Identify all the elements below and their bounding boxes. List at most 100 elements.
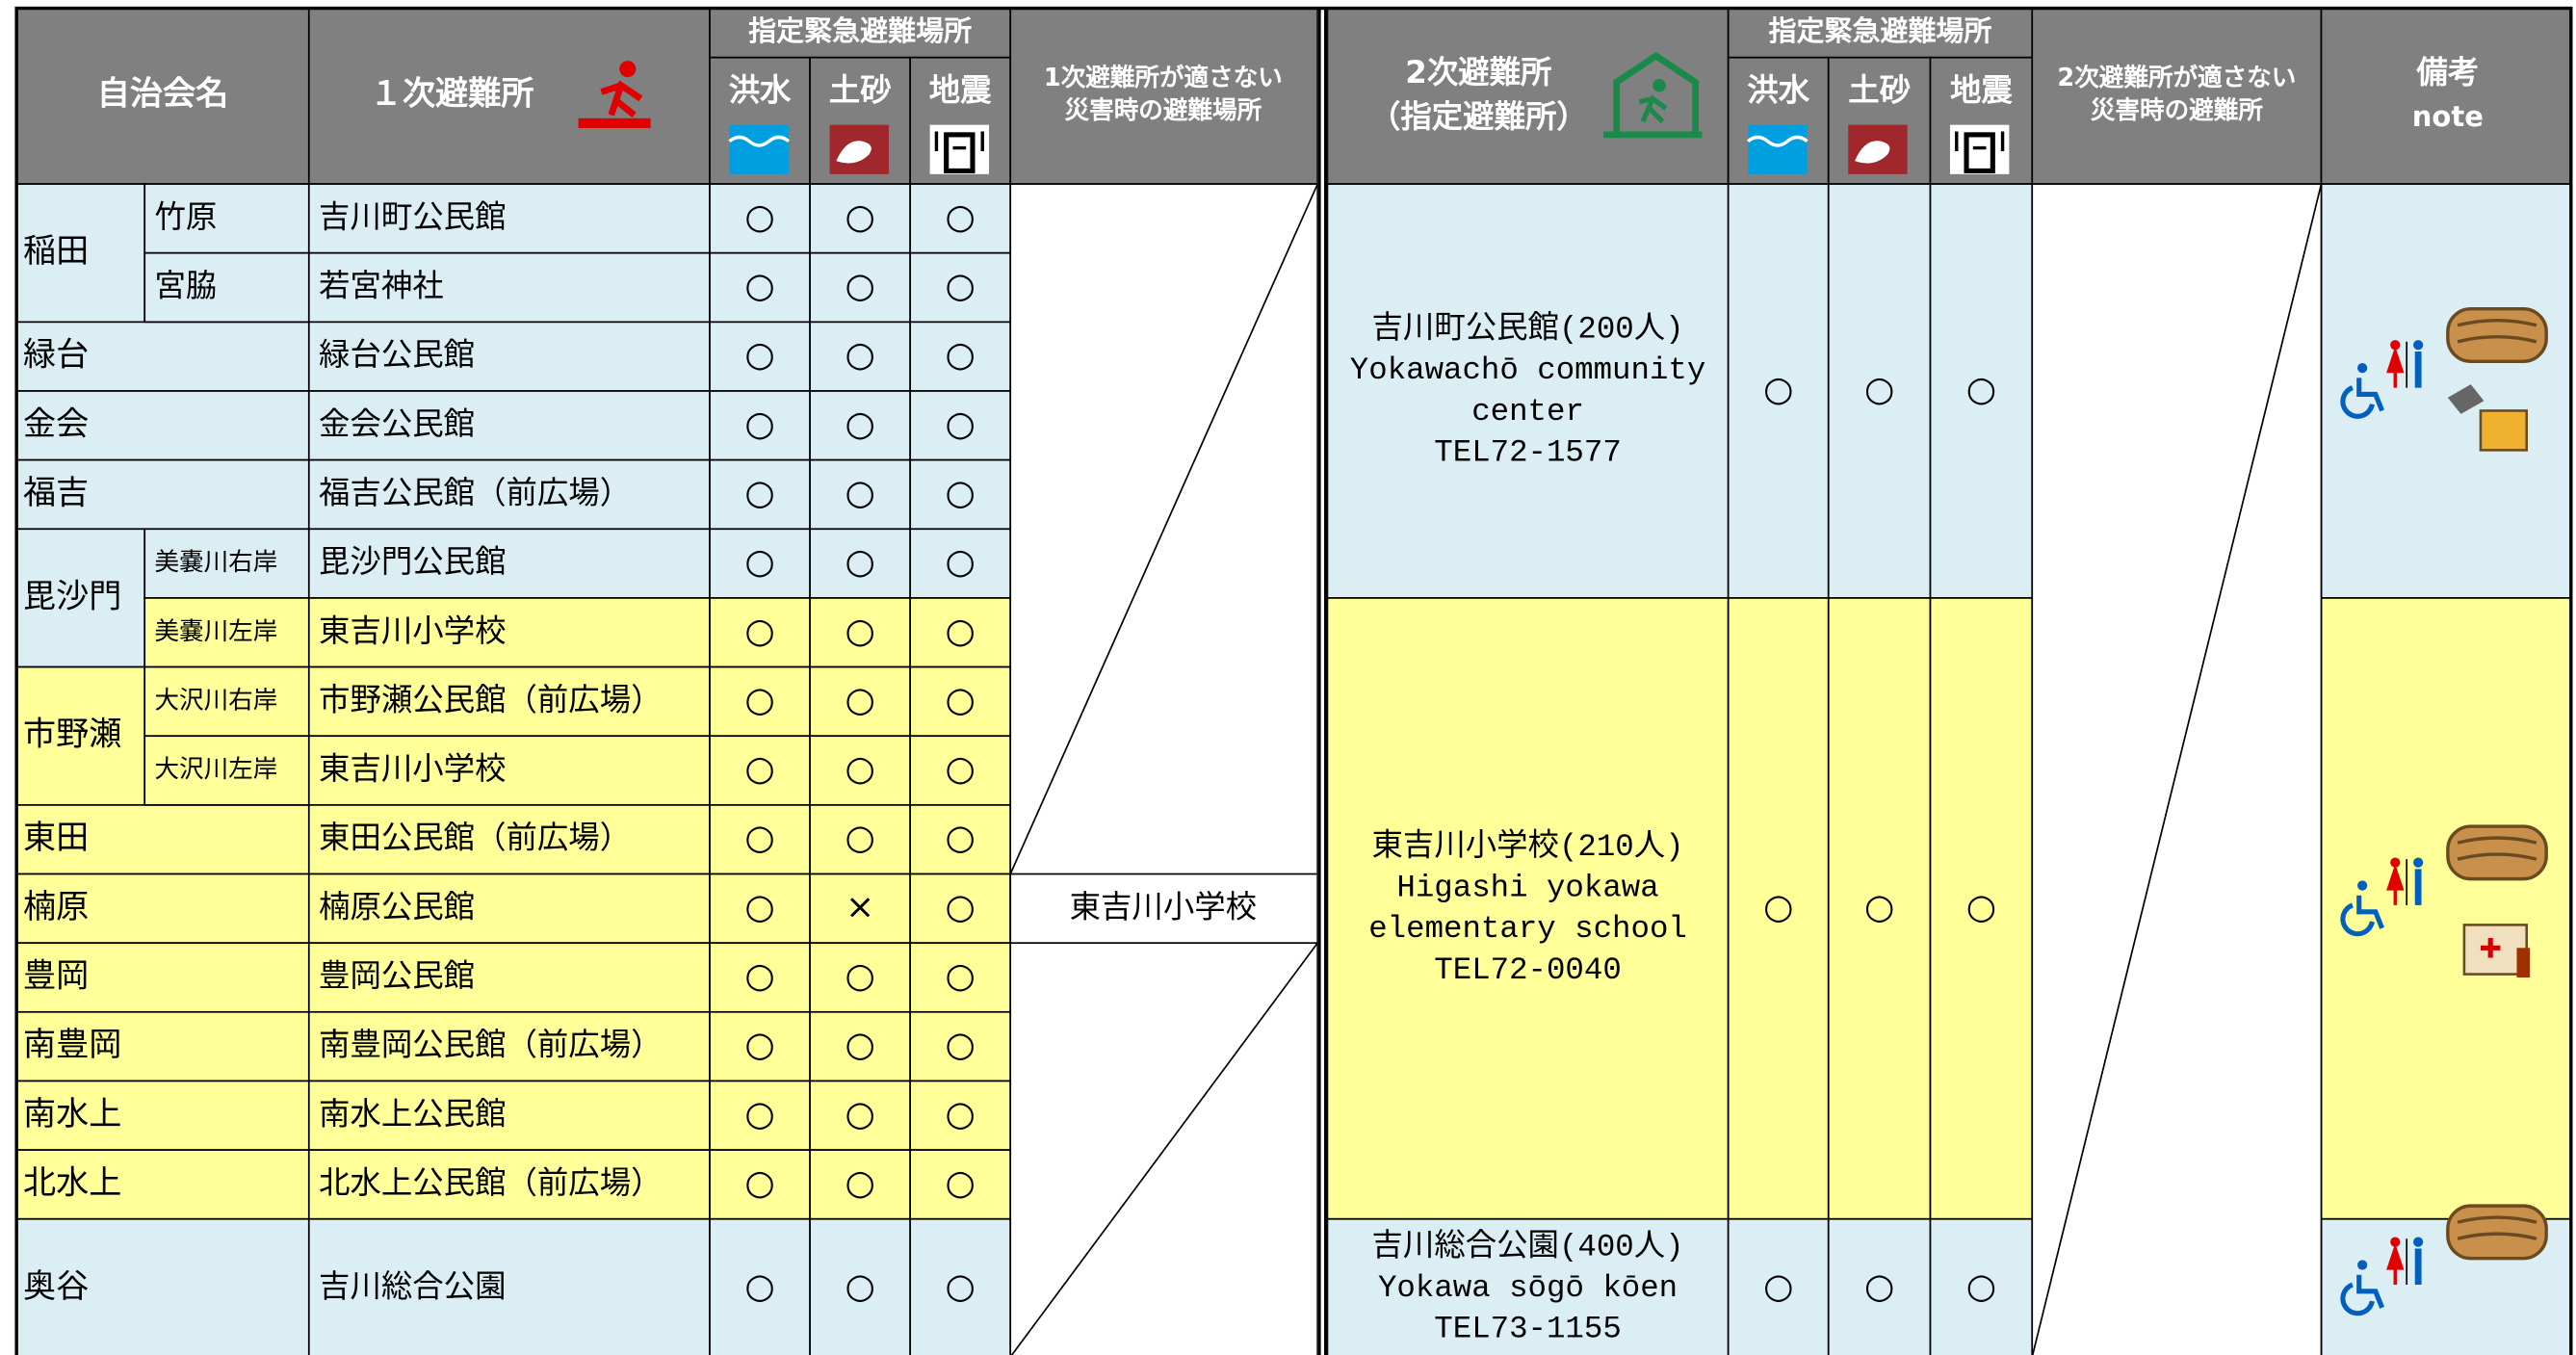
cell	[1827, 1217, 1932, 1355]
icon-quake	[1955, 131, 2005, 151]
icon-quake	[1964, 132, 1995, 173]
cell-text: １次避難所	[370, 74, 534, 113]
suitability-mark: ○	[744, 749, 774, 789]
cell-text: 土砂	[1848, 72, 1911, 109]
primary-site: 楠原公民館	[319, 888, 475, 925]
suitability-mark: ○	[744, 1266, 774, 1306]
icon-flood	[729, 124, 789, 174]
icon-quake	[944, 132, 976, 173]
suitability-mark: ○	[845, 473, 874, 512]
cell	[307, 251, 711, 324]
group-cell	[15, 528, 146, 668]
group-name: 奥谷	[23, 1267, 89, 1306]
suitability-mark: ○	[744, 819, 774, 858]
cell	[307, 458, 711, 531]
suitability-mark: ○	[1763, 887, 1793, 926]
secondary-site: 東吉川小学校(210人)	[1372, 827, 1684, 865]
suitability-mark: ○	[845, 749, 874, 789]
cell	[809, 804, 912, 875]
alt-column	[1009, 183, 1319, 1355]
icon-toilet	[2386, 346, 2405, 388]
cell	[909, 251, 1012, 324]
suitability-mark: ○	[946, 267, 976, 306]
cell	[2320, 7, 2572, 185]
suitability-mark: ○	[946, 612, 976, 651]
suitability-mark: ○	[946, 819, 976, 858]
icon-exit	[578, 117, 651, 129]
primary-site: 吉川総合公園	[319, 1267, 506, 1304]
suitability-mark: ○	[744, 887, 774, 926]
group-cell	[15, 1217, 310, 1355]
icon-toilet	[2413, 1237, 2424, 1247]
suitability-mark: ○	[1966, 1266, 1996, 1306]
cell	[809, 183, 912, 254]
primary-site: 市野瀬公民館（前広場）	[319, 681, 662, 717]
primary-site: 金会公民館	[319, 405, 475, 442]
cell	[307, 1010, 711, 1082]
suitability-mark: ○	[845, 612, 874, 651]
icon-quake	[934, 131, 984, 151]
cell	[709, 458, 811, 531]
cell-text: 備考	[2415, 54, 2479, 91]
secondary-site: 吉川総合公園(400人)	[1372, 1227, 1684, 1264]
cell	[307, 183, 711, 254]
cell	[1727, 1217, 1830, 1355]
cell	[809, 528, 912, 599]
suitability-mark: ○	[744, 1094, 774, 1134]
cell	[1009, 873, 1319, 945]
diagonal	[2031, 183, 2323, 1355]
cell	[909, 321, 1012, 392]
group-name: 毘沙門	[23, 577, 121, 615]
cell	[709, 665, 811, 738]
icon-toilet	[2413, 340, 2424, 351]
sub-area: 宮脇	[154, 268, 217, 304]
cell	[1326, 597, 1730, 1220]
cell	[909, 528, 1012, 599]
icon-rice	[2447, 384, 2485, 414]
cell	[1727, 183, 1830, 599]
cell	[143, 528, 310, 599]
secondary-site: Yokawa sōgō kōen	[1378, 1270, 1678, 1306]
cell	[143, 251, 310, 324]
suitability-mark: ○	[946, 473, 976, 512]
cell	[709, 735, 811, 806]
primary-site: 吉川町公民館	[319, 198, 506, 235]
suitability-mark: ○	[744, 404, 774, 444]
group-name: 南豊岡	[23, 1026, 121, 1064]
suitability-mark: ○	[1763, 370, 1793, 409]
cell	[709, 804, 811, 875]
primary-site: 東田公民館（前広場）	[319, 820, 631, 856]
cell	[809, 458, 912, 531]
icon-shelter	[1638, 94, 1668, 124]
cell-text: 自治会名	[97, 74, 228, 113]
suitability-mark: ○	[1966, 370, 1996, 409]
icon-toilet	[2386, 1243, 2405, 1285]
cell	[1727, 597, 1830, 1220]
icon-landslide	[1855, 141, 1890, 164]
secondary-site: center	[1471, 394, 1584, 430]
suitability-mark: ○	[946, 749, 976, 789]
icon-futon	[2457, 318, 2537, 344]
icon-wheelchair	[2357, 880, 2368, 891]
alt-site: 東吉川小学校	[1070, 888, 1257, 925]
group-cell	[15, 1080, 310, 1151]
cell-text: note	[2412, 100, 2484, 133]
cell	[809, 942, 912, 1013]
icon-shelter	[1603, 131, 1703, 139]
suitability-mark: ○	[845, 1266, 874, 1306]
cell	[809, 735, 912, 806]
cell	[307, 804, 711, 875]
icon-wheelchair	[2340, 378, 2384, 419]
suitability-mark: ○	[744, 335, 774, 375]
suitability-mark: ○	[845, 1094, 874, 1134]
suitability-mark: ○	[744, 267, 774, 306]
diagonal	[1010, 942, 1318, 1355]
cell	[1009, 7, 1319, 185]
cell	[709, 321, 811, 392]
secondary-site: elementary school	[1368, 911, 1687, 947]
icon-aid	[2516, 948, 2531, 977]
sub-area: 大沢川左岸	[154, 755, 277, 784]
icon-exit	[619, 61, 637, 78]
cell-text: 災害時の避難場所	[1065, 96, 1262, 125]
suitability-mark: ○	[1763, 1266, 1793, 1306]
